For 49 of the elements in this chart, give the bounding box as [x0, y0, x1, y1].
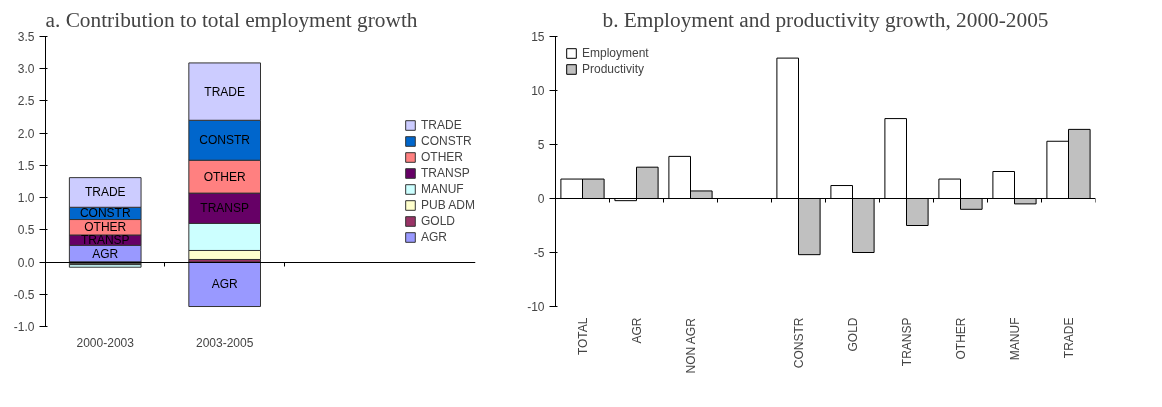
- y-tick-label: 10: [531, 84, 545, 98]
- y-tick-label: 5: [537, 138, 545, 152]
- x-tick-label: GOLD: [845, 317, 860, 352]
- legend-label: CONSTR: [420, 134, 472, 148]
- legend-label: Employment: [582, 46, 649, 60]
- data-label: AGR: [92, 246, 119, 261]
- y-tick-label: 0: [537, 192, 545, 206]
- y-tick-label: -1.0: [13, 320, 35, 334]
- x-tick-label: CONSTR: [791, 317, 806, 369]
- y-tick-label: -10: [527, 300, 545, 314]
- y-tick-label: -0.5: [13, 287, 35, 302]
- x-tick-label: TRADE: [1061, 317, 1076, 359]
- data-label: TRADE: [204, 84, 245, 99]
- y-tick-label: 2.5: [17, 94, 35, 109]
- y-tick-label: 0.5: [17, 223, 35, 238]
- data-label: CONSTR: [79, 206, 131, 221]
- x-tick-label: TOTAL: [575, 317, 590, 356]
- y-tick-label: 1.0: [17, 191, 35, 206]
- y-tick-label: 3.0: [17, 62, 35, 77]
- chart-title: a. Contribution to total employment growth: [45, 7, 418, 32]
- legend-label: OTHER: [420, 150, 463, 164]
- y-tick-label: 3.5: [17, 30, 35, 44]
- data-label: TRADE: [84, 185, 126, 200]
- data-label: CONSTR: [199, 133, 251, 148]
- x-tick-label: 2003-2005: [195, 335, 254, 350]
- y-tick-label: 2.0: [17, 126, 35, 141]
- x-tick-label: 2000-2003: [76, 335, 135, 350]
- data-label: TRANSP: [80, 233, 130, 248]
- legend-label: MANUF: [420, 182, 464, 196]
- chart-title: b. Employment and productivity growth, 2000-2005: [602, 7, 1049, 32]
- legend-label: PUB ADM: [420, 198, 475, 212]
- data-label: AGR: [211, 277, 238, 292]
- x-tick-label: AGR: [629, 317, 644, 344]
- legend-label: GOLD: [420, 214, 455, 228]
- x-tick-label: TRANSP: [899, 317, 914, 367]
- legend-label: TRADE: [420, 118, 462, 132]
- data-label: TRANSP: [200, 201, 250, 216]
- data-label: OTHER: [203, 169, 246, 184]
- legend-label: TRANSP: [420, 166, 470, 180]
- y-tick-label: 15: [531, 30, 545, 44]
- x-tick-label: NON AGR: [683, 317, 698, 374]
- x-tick-label: OTHER: [953, 317, 968, 360]
- data-label: OTHER: [84, 220, 127, 235]
- x-tick-label: MANUF: [1007, 317, 1022, 361]
- y-tick-label: -5: [533, 246, 545, 260]
- legend-label: Productivity: [582, 62, 645, 76]
- y-tick-label: 1.5: [17, 158, 35, 173]
- legend-label: AGR: [420, 230, 447, 244]
- y-tick-label: 0.0: [17, 255, 35, 270]
